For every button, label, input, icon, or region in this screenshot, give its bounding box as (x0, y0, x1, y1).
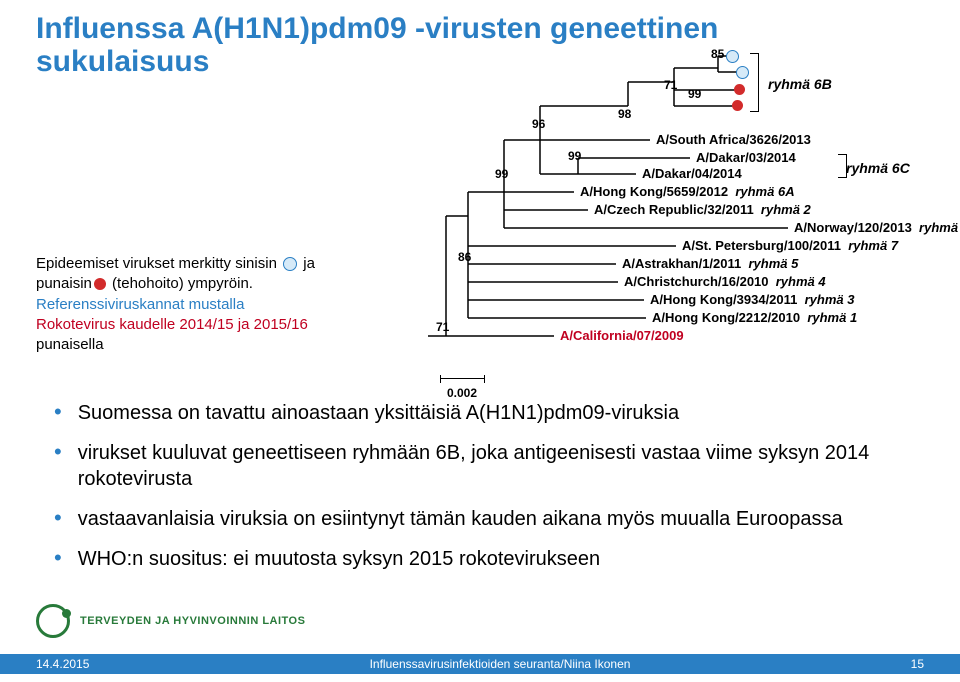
thl-logo-icon (36, 604, 70, 638)
node-support-label: 96 (532, 117, 545, 131)
footer-center: Influenssavirusinfektioiden seuranta/Nii… (89, 657, 910, 671)
cap-1-pre: Epideemiset virukset merkitty sinisin (36, 255, 281, 272)
scale-bar: 0.002 (440, 378, 484, 379)
leaf-label: A/Christchurch/16/2010 ryhmä 4 (624, 274, 826, 289)
footer-date: 14.4.2015 (36, 657, 89, 671)
cap-1-post: ja (299, 255, 315, 272)
bracket-6b (750, 53, 759, 112)
bullet-text: Suomessa on tavattu ainoastaan yksittäis… (78, 400, 679, 426)
logo: TERVEYDEN JA HYVINVOINNIN LAITOS (36, 604, 305, 638)
red-tip-icon (734, 84, 745, 95)
node-support-label: 71 (664, 78, 677, 92)
node-support-label: 99 (568, 149, 581, 163)
node-support-label: 99 (688, 87, 701, 101)
red-circle-icon (94, 278, 106, 290)
leaf-label: A/Norway/120/2013 ryhmä 8 (794, 220, 960, 235)
leaf-label: A/Hong Kong/2212/2010 ryhmä 1 (652, 310, 857, 325)
title-line1: Influenssa A(H1N1)pdm09 -virusten geneet… (36, 12, 718, 45)
bullet-text: vastaavanlaisia viruksia on esiintynyt t… (78, 506, 843, 532)
node-support-label: 99 (495, 167, 508, 181)
blue-circle-icon (283, 257, 297, 271)
leaf-label: A/Dakar/03/2014 (696, 150, 796, 165)
cap-5: punaisella (36, 336, 104, 353)
leaf-label: A/St. Petersburg/100/2011 ryhmä 7 (682, 238, 898, 253)
bullet-dot-icon: • (54, 546, 62, 572)
bullet-dot-icon: • (54, 400, 62, 426)
leaf-label: A/Czech Republic/32/2011 ryhmä 2 (594, 202, 811, 217)
bullet-item: • WHO:n suositus: ei muutosta syksyn 2015… (54, 546, 910, 572)
bullet-text: virukset kuuluvat geneettiseen ryhmään 6… (78, 440, 910, 492)
leaf-label: A/South Africa/3626/2013 (656, 132, 811, 147)
bullet-dot-icon: • (54, 506, 62, 532)
bullet-dot-icon: • (54, 440, 62, 492)
bullet-text: WHO:n suositus: ei muutosta syksyn 2015 … (78, 546, 600, 572)
cap-2-post: (tehohoito) ympyröin. (108, 275, 253, 292)
bullet-item: • virukset kuuluvat geneettiseen ryhmään … (54, 440, 910, 492)
cap-2-pre: punaisin (36, 275, 92, 292)
red-tip-icon (732, 100, 743, 111)
blue-tip-icon (736, 66, 749, 79)
footer-bar: 14.4.2015 Influenssavirusinfektioiden se… (0, 654, 960, 674)
bullet-item: • Suomessa on tavattu ainoastaan yksittäi… (54, 400, 910, 426)
legend-caption: Epideemiset virukset merkitty sinisin ja… (36, 254, 366, 355)
leaf-label: A/Astrakhan/1/2011 ryhmä 5 (622, 256, 798, 271)
node-support-label: 86 (458, 250, 471, 264)
node-support-label: 71 (436, 320, 449, 334)
node-support-label: 85 (711, 47, 724, 61)
group-6c-label: ryhmä 6C (846, 160, 910, 176)
cap-3: Referenssiviruskannat mustalla (36, 296, 244, 313)
logo-text: TERVEYDEN JA HYVINVOINNIN LAITOS (80, 615, 305, 627)
cap-4: Rokotevirus kaudelle 2014/15 ja 2015/16 (36, 316, 308, 333)
leaf-label: A/Hong Kong/3934/2011 ryhmä 3 (650, 292, 854, 307)
footer-page: 15 (911, 657, 924, 671)
leaf-label: A/California/07/2009 (560, 328, 684, 343)
node-support-label: 98 (618, 107, 631, 121)
title-line2: sukulaisuus (36, 45, 209, 78)
group-6b-label: ryhmä 6B (768, 76, 832, 92)
leaf-label: A/Hong Kong/5659/2012 ryhmä 6A (580, 184, 795, 199)
leaf-label: A/Dakar/04/2014 (642, 166, 742, 181)
bullet-list: • Suomessa on tavattu ainoastaan yksittäi… (54, 400, 910, 586)
phylo-tree: A/South Africa/3626/2013A/Dakar/03/2014A… (428, 46, 948, 386)
blue-tip-icon (726, 50, 739, 63)
bullet-item: • vastaavanlaisia viruksia on esiintynyt … (54, 506, 910, 532)
